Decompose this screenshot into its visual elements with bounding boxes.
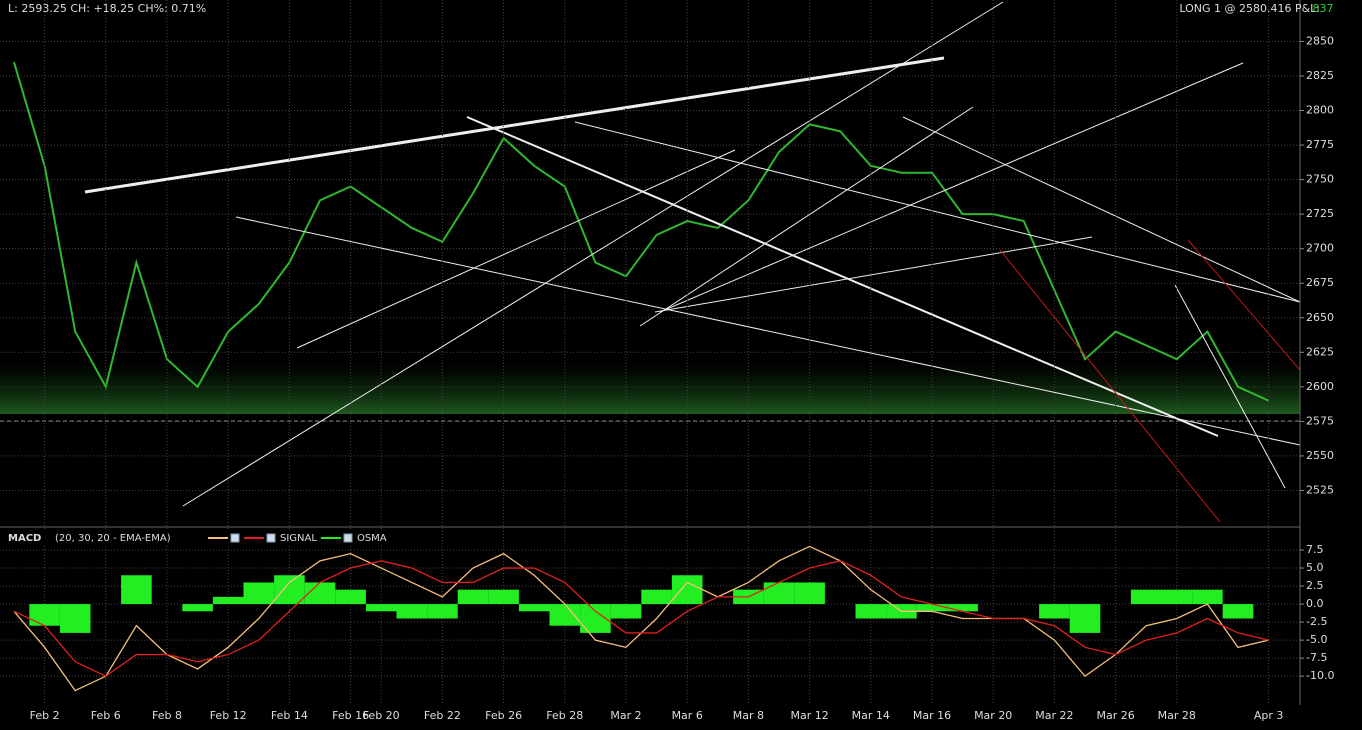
x-tick-label: Apr 3 — [1254, 709, 1284, 722]
osma-bar — [855, 604, 887, 619]
y-tick-label: 2.5 — [1306, 579, 1324, 592]
osma-bar — [365, 604, 397, 612]
osma-bar — [1069, 604, 1101, 633]
osma-bar — [671, 575, 703, 605]
legend-params: (20, 30, 20 - EMA-EMA) — [55, 533, 171, 544]
x-tick-label: Feb 14 — [271, 709, 308, 722]
position: LONG 1 @ 2580.416 P&L: — [1179, 2, 1320, 15]
osma-bar — [274, 575, 305, 605]
y-tick-label: 2575 — [1306, 414, 1334, 427]
osma-bar — [916, 604, 948, 612]
y-tick-label: -10.0 — [1306, 669, 1334, 682]
x-tick-label: Mar 6 — [672, 709, 703, 722]
osma-bar — [1039, 604, 1070, 619]
y-tick-label: 2825 — [1306, 69, 1334, 82]
x-tick-label: Feb 20 — [363, 709, 400, 722]
x-tick-label: Mar 8 — [733, 709, 764, 722]
macd-line — [13, 560, 1269, 677]
osma-bar — [212, 596, 244, 605]
x-tick-label: Mar 14 — [852, 709, 890, 722]
x-tick-label: Mar 28 — [1158, 709, 1196, 722]
y-tick-label: 2525 — [1306, 483, 1334, 496]
osma-bar — [59, 604, 91, 633]
legend-label: SIGNAL — [280, 533, 317, 544]
legend-title: MACD — [8, 533, 41, 544]
y-tick-label: 2700 — [1306, 242, 1334, 255]
osma-bar — [1192, 589, 1223, 605]
x-tick-label: Mar 12 — [790, 709, 828, 722]
y-tick-label: 5.0 — [1306, 561, 1324, 574]
trend-lines — [84, 1, 1301, 507]
legend-label: OSMA — [357, 533, 387, 544]
y-tick-label: 2800 — [1306, 104, 1334, 117]
support-zone — [0, 362, 1300, 414]
y-tick-label: 2850 — [1306, 34, 1334, 47]
osma-bar — [610, 604, 642, 619]
osma-bar — [1130, 589, 1162, 605]
price-line — [13, 61, 1270, 402]
y-tick-label: 2625 — [1306, 345, 1334, 358]
osma-bar — [29, 604, 60, 626]
x-tick-label: Mar 2 — [610, 709, 641, 722]
x-tick-label: Mar 20 — [974, 709, 1012, 722]
y-tick-label: 2650 — [1306, 311, 1334, 324]
x-tick-label: Feb 26 — [485, 709, 522, 722]
osma-bar — [641, 589, 672, 605]
y-tick-label: 2750 — [1306, 173, 1334, 186]
osma-bar — [335, 589, 366, 605]
osma-bar — [518, 604, 550, 612]
osma-bar — [947, 604, 978, 612]
osma-bar — [396, 604, 428, 619]
pnl: 837 — [1313, 2, 1334, 15]
y-tick-label: 2600 — [1306, 380, 1334, 393]
y-tick-label: 2550 — [1306, 449, 1334, 462]
legend-check[interactable] — [343, 533, 353, 543]
osma-bar — [549, 604, 581, 626]
x-tick-label: Feb 22 — [424, 709, 461, 722]
osma-bar — [427, 604, 458, 619]
y-tick-label: -2.5 — [1306, 615, 1327, 628]
x-tick-label: Mar 16 — [913, 709, 951, 722]
x-tick-label: Feb 8 — [152, 709, 182, 722]
x-tick-label: Feb 2 — [30, 709, 60, 722]
y-tick-label: 0.0 — [1306, 597, 1324, 610]
osma-bar — [121, 575, 152, 605]
legend-bg — [0, 531, 400, 545]
osma-bar — [794, 582, 825, 605]
y-tick-label: -5.0 — [1306, 633, 1327, 646]
x-tick-label: Feb 12 — [210, 709, 247, 722]
osma-bar — [488, 589, 519, 605]
x-tick-label: Feb 6 — [91, 709, 121, 722]
y-tick-label: -7.5 — [1306, 651, 1327, 664]
osma-bar — [1222, 604, 1254, 619]
quote: L: 2593.25 CH: +18.25 CH%: 0.71% — [8, 2, 206, 15]
osma-bar — [243, 582, 275, 605]
osma-bar — [763, 582, 795, 605]
x-tick-label: Feb 16 — [332, 709, 369, 722]
y-tick-label: 2775 — [1306, 138, 1334, 151]
y-tick-label: 7.5 — [1306, 543, 1324, 556]
osma-bar — [1161, 589, 1193, 605]
legend-check[interactable] — [266, 533, 276, 543]
x-tick-label: Feb 28 — [546, 709, 583, 722]
osma-bar — [182, 604, 213, 612]
osma-bar — [304, 582, 336, 605]
osma-bar — [457, 589, 489, 605]
y-tick-label: 2675 — [1306, 276, 1334, 289]
x-tick-label: Mar 22 — [1035, 709, 1073, 722]
legend-check[interactable] — [230, 533, 240, 543]
x-tick-label: Mar 26 — [1096, 709, 1134, 722]
channel-lines — [999, 239, 1301, 523]
y-tick-label: 2725 — [1306, 207, 1334, 220]
